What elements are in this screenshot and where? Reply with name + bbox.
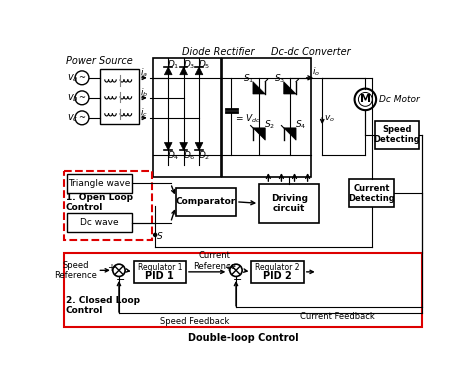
Bar <box>251 261 304 283</box>
Text: Current
Detecting: Current Detecting <box>348 183 395 203</box>
Text: $D_3$: $D_3$ <box>183 58 195 71</box>
Text: S: S <box>157 232 163 241</box>
Text: Speed Feedback: Speed Feedback <box>161 316 230 326</box>
Text: $v_b$: $v_b$ <box>67 92 79 104</box>
Bar <box>259 184 319 222</box>
Polygon shape <box>284 128 296 140</box>
Text: $v_c$: $v_c$ <box>67 112 79 124</box>
Text: Speed
Detecting: Speed Detecting <box>374 125 420 144</box>
Bar <box>64 254 422 327</box>
Text: Comparator: Comparator <box>176 197 236 206</box>
Text: $i_a$: $i_a$ <box>140 66 148 79</box>
Bar <box>374 121 419 149</box>
Text: $i_c$: $i_c$ <box>140 106 148 119</box>
Text: = $V_{dc}$: = $V_{dc}$ <box>235 113 261 125</box>
Bar <box>222 58 310 177</box>
Polygon shape <box>253 128 265 140</box>
Text: $S_4$: $S_4$ <box>295 119 306 131</box>
Polygon shape <box>284 81 296 94</box>
Text: −: − <box>233 274 242 285</box>
Bar <box>176 188 236 216</box>
Text: M: M <box>360 94 371 104</box>
Text: $D_5$: $D_5$ <box>198 58 210 71</box>
Text: Dc-dc Converter: Dc-dc Converter <box>271 47 350 56</box>
Text: $v_a$: $v_a$ <box>67 72 79 84</box>
Text: ~: ~ <box>79 73 85 82</box>
Text: Double-loop Control: Double-loop Control <box>188 333 298 343</box>
Text: Dc Motor: Dc Motor <box>379 95 420 104</box>
Text: ~: ~ <box>79 113 85 122</box>
Text: Speed
Reference: Speed Reference <box>55 261 97 280</box>
Bar <box>153 58 220 177</box>
Text: $D_2$: $D_2$ <box>198 149 210 162</box>
Polygon shape <box>164 67 172 75</box>
Polygon shape <box>195 67 203 75</box>
Text: Diode Rectifier: Diode Rectifier <box>182 47 255 56</box>
Polygon shape <box>195 143 203 150</box>
Bar <box>64 171 152 240</box>
Text: $S_2$: $S_2$ <box>264 119 275 131</box>
Text: +: + <box>107 263 115 273</box>
Text: $i_b$: $i_b$ <box>140 86 148 99</box>
Text: $S_3$: $S_3$ <box>273 72 285 85</box>
Text: Current
Reference: Current Reference <box>193 251 236 271</box>
Text: $D_6$: $D_6$ <box>182 149 195 162</box>
Bar <box>66 174 132 193</box>
Text: $i_o$: $i_o$ <box>312 66 320 78</box>
Bar <box>349 180 394 207</box>
Text: PID 1: PID 1 <box>146 271 174 282</box>
Polygon shape <box>253 81 265 94</box>
Text: $D_1$: $D_1$ <box>167 58 180 71</box>
Text: Triangle wave: Triangle wave <box>68 179 130 188</box>
Text: Power Source: Power Source <box>65 56 132 66</box>
Circle shape <box>154 233 157 236</box>
Text: Regulator 1: Regulator 1 <box>137 263 182 272</box>
Text: Driving
circuit: Driving circuit <box>271 194 308 213</box>
Text: $D_4$: $D_4$ <box>167 149 180 162</box>
Text: +: + <box>224 263 232 273</box>
Text: Dc wave: Dc wave <box>80 218 118 227</box>
Text: Regulator 2: Regulator 2 <box>255 263 300 272</box>
Text: $v_o$: $v_o$ <box>325 113 336 124</box>
Text: 1. Open Loop
Control: 1. Open Loop Control <box>66 193 133 212</box>
Polygon shape <box>180 143 188 150</box>
Polygon shape <box>180 67 188 75</box>
Text: $S_1$: $S_1$ <box>243 72 254 85</box>
Text: 2. Closed Loop
Control: 2. Closed Loop Control <box>66 296 140 315</box>
Text: −: − <box>116 274 125 285</box>
Polygon shape <box>164 143 172 150</box>
Text: Current Feedback: Current Feedback <box>300 312 375 321</box>
Text: ~: ~ <box>79 93 85 102</box>
Bar <box>134 261 186 283</box>
Text: PID 2: PID 2 <box>263 271 292 282</box>
Bar <box>66 213 132 232</box>
Bar <box>100 69 139 124</box>
